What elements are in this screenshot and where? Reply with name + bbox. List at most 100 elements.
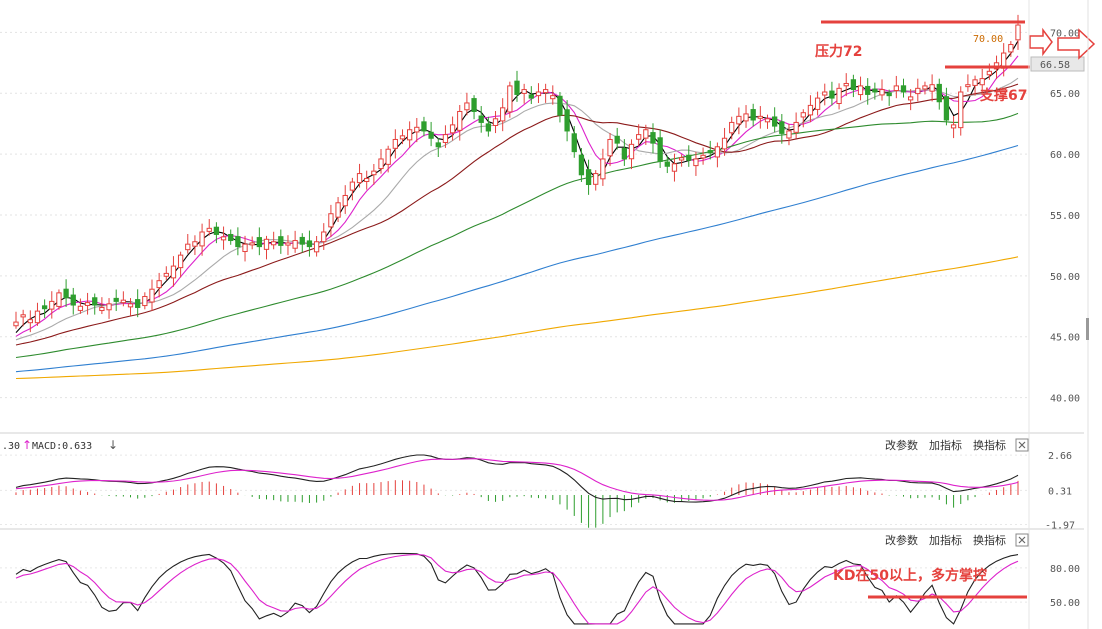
candle bbox=[757, 106, 763, 129]
candle bbox=[607, 133, 613, 167]
price-tick-label: 60.00 bbox=[1050, 150, 1080, 161]
candle bbox=[872, 82, 878, 100]
candle bbox=[163, 266, 169, 281]
candle bbox=[865, 78, 871, 105]
candle bbox=[542, 83, 549, 103]
candle bbox=[278, 229, 284, 254]
kd-add-indicator-button[interactable]: 加指标 bbox=[929, 533, 962, 547]
candle bbox=[271, 231, 277, 250]
candle bbox=[406, 121, 413, 148]
candle bbox=[349, 177, 356, 201]
arrow-down-icon: ↓ bbox=[108, 438, 118, 452]
kd-d-line bbox=[15, 553, 1019, 625]
kd-switch-indicator-button[interactable]: 换指标 bbox=[973, 533, 1006, 547]
change-params-button[interactable]: 改参数 bbox=[885, 438, 918, 452]
candle bbox=[313, 236, 320, 257]
candle bbox=[299, 233, 305, 253]
top-price-label: 70.00 bbox=[973, 34, 1003, 45]
candle bbox=[399, 129, 406, 145]
ma-line-6 bbox=[15, 55, 1019, 337]
candle bbox=[199, 223, 205, 256]
candle bbox=[385, 145, 391, 173]
last-price-box bbox=[1030, 56, 1085, 72]
candle bbox=[113, 289, 119, 312]
candle bbox=[170, 256, 177, 287]
candle bbox=[521, 83, 527, 104]
candle bbox=[879, 79, 885, 101]
kd-change-params-button[interactable]: 改参数 bbox=[885, 533, 918, 547]
candle bbox=[557, 92, 563, 123]
candle bbox=[857, 76, 864, 101]
candle bbox=[686, 145, 692, 167]
candle bbox=[714, 142, 721, 168]
candle bbox=[457, 105, 463, 141]
candle bbox=[800, 109, 806, 128]
candle bbox=[707, 140, 713, 160]
candle bbox=[99, 297, 105, 315]
candle bbox=[485, 116, 492, 137]
arrow-right-large-icon bbox=[1057, 28, 1096, 60]
candle bbox=[528, 86, 534, 104]
price-tick-label: 50.00 bbox=[1050, 272, 1080, 283]
candle bbox=[886, 89, 892, 106]
candle bbox=[843, 73, 849, 97]
candle bbox=[507, 81, 513, 118]
candle bbox=[721, 127, 728, 156]
candle bbox=[786, 123, 792, 146]
price-axis: 70.00 65.00 60.00 55.00 50.00 45.00 40.00 bbox=[1050, 28, 1080, 404]
candle bbox=[571, 126, 577, 158]
candle bbox=[600, 148, 606, 186]
candle bbox=[643, 124, 649, 146]
candle bbox=[621, 139, 628, 166]
candle bbox=[77, 298, 84, 314]
candle bbox=[428, 121, 434, 147]
candle bbox=[435, 137, 441, 157]
candle bbox=[550, 85, 556, 105]
candle bbox=[213, 222, 220, 244]
price-tick-label: 65.00 bbox=[1050, 89, 1080, 100]
macd-prefix: .30 bbox=[2, 441, 20, 452]
price-tick-label: 70.00 bbox=[1050, 28, 1080, 39]
candle bbox=[371, 163, 377, 185]
ma-line-250 bbox=[15, 256, 1019, 380]
candle bbox=[514, 70, 520, 102]
candle bbox=[442, 125, 449, 148]
candle bbox=[27, 310, 33, 333]
switch-indicator-button[interactable]: 换指标 bbox=[973, 438, 1006, 452]
kd-close-icon[interactable] bbox=[1015, 533, 1029, 547]
candle bbox=[1015, 14, 1021, 50]
candle bbox=[249, 236, 255, 250]
candle bbox=[743, 105, 749, 128]
candle bbox=[750, 103, 756, 127]
candle bbox=[836, 83, 842, 110]
candle bbox=[306, 230, 313, 257]
candle bbox=[49, 291, 55, 319]
close-icon[interactable] bbox=[1015, 438, 1029, 452]
candle bbox=[263, 235, 270, 260]
candle bbox=[772, 107, 778, 133]
candle bbox=[492, 110, 499, 134]
add-indicator-button[interactable]: 加指标 bbox=[929, 438, 962, 452]
candle bbox=[793, 112, 799, 139]
macd-tick-label: 0.31 bbox=[1048, 486, 1072, 497]
arrow-up-icon: ↑ bbox=[22, 438, 32, 452]
arrow-right-icon bbox=[1029, 27, 1053, 57]
candle bbox=[900, 78, 907, 98]
candle bbox=[285, 235, 291, 256]
candlesticks bbox=[13, 14, 1021, 333]
candle bbox=[657, 129, 663, 168]
candle bbox=[736, 107, 742, 135]
scroll-handle[interactable] bbox=[1086, 318, 1089, 340]
candle bbox=[950, 116, 957, 139]
candle bbox=[936, 78, 942, 110]
macd-dif-line bbox=[15, 454, 1019, 503]
ma-line-24 bbox=[15, 83, 1019, 346]
candle bbox=[177, 251, 184, 278]
candle bbox=[700, 147, 706, 165]
candle bbox=[185, 233, 191, 254]
price-tick-label: 40.00 bbox=[1050, 394, 1080, 405]
candle bbox=[449, 116, 456, 141]
candle bbox=[907, 89, 914, 111]
candle bbox=[764, 114, 771, 129]
